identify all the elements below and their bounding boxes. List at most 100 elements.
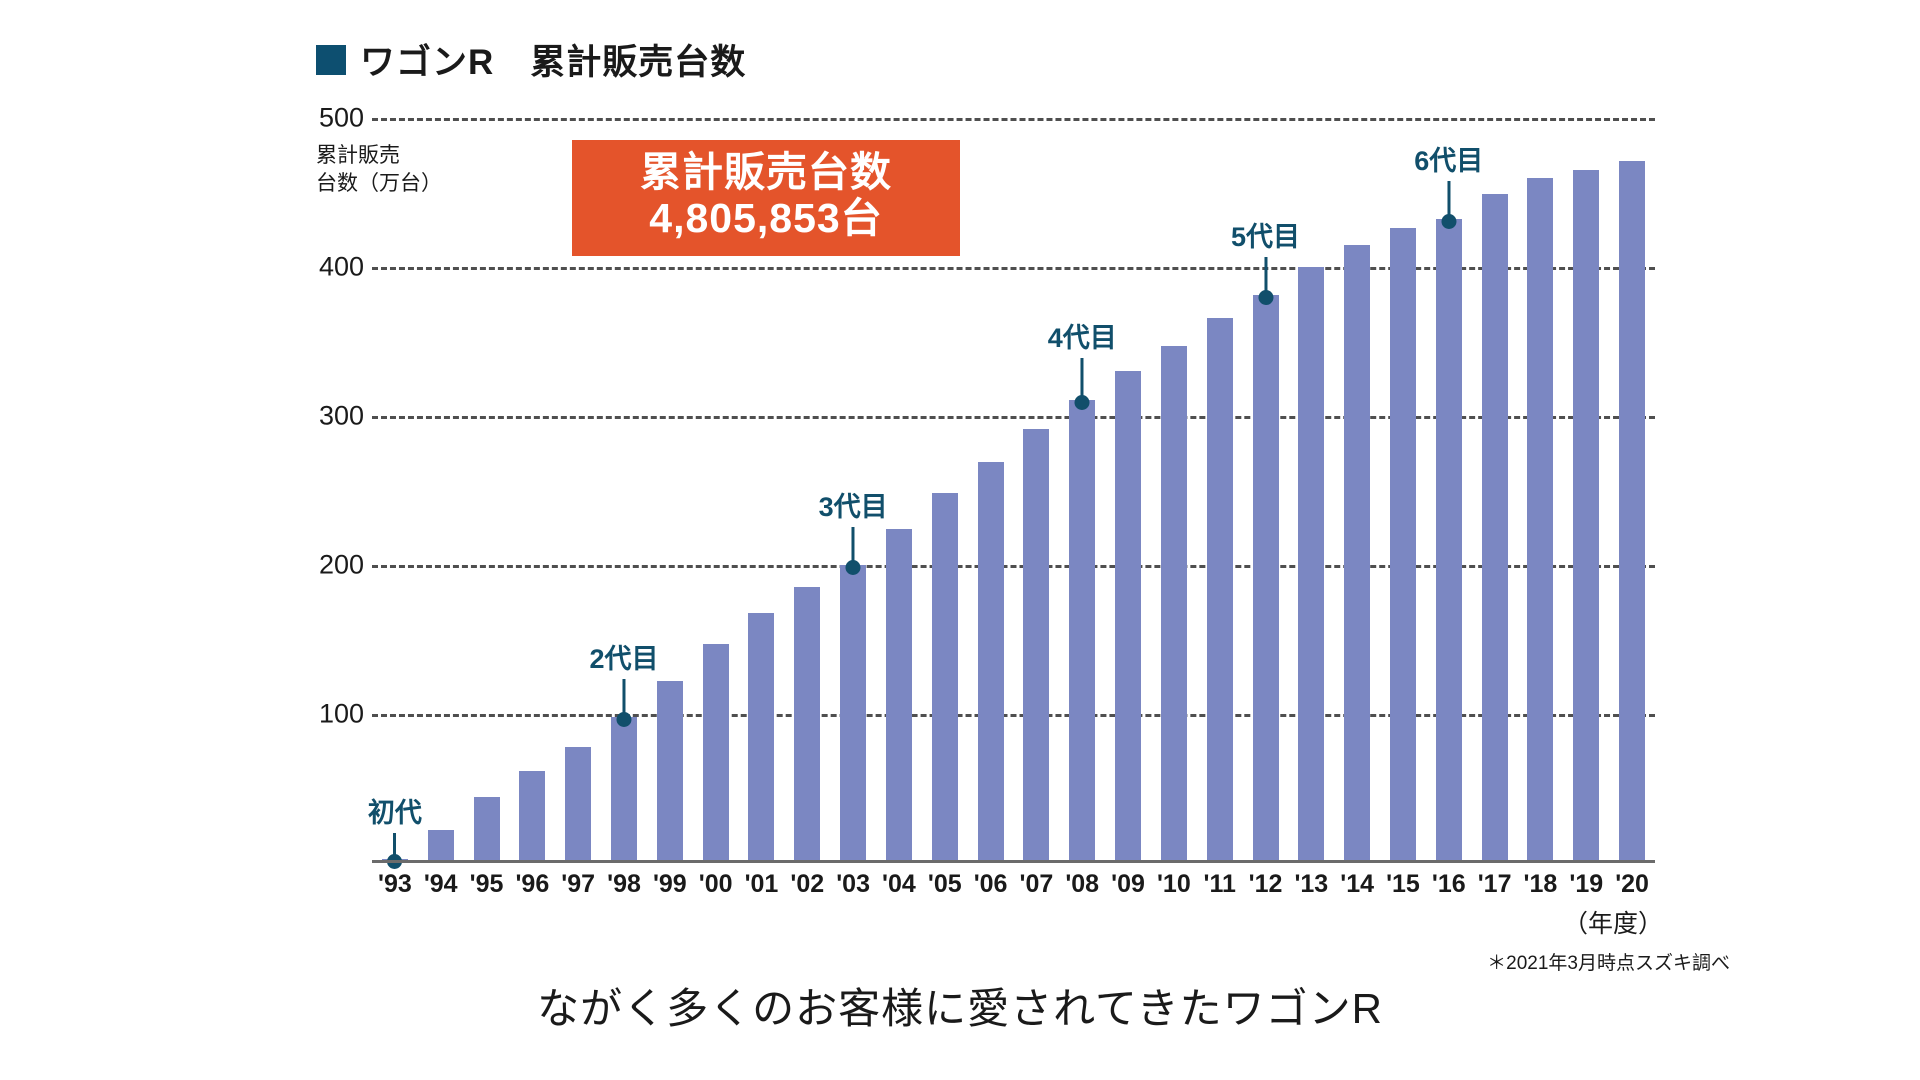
generation-marker-2代目: 2代目: [589, 643, 659, 727]
x-tick-label-fy20: '20: [1615, 870, 1649, 898]
gridline-100: [372, 714, 1655, 717]
bar-fy16[interactable]: [1435, 219, 1462, 863]
callout-heading: 累計販売台数: [640, 149, 892, 195]
generation-dot-icon: [616, 711, 632, 727]
x-tick-label-fy17: '17: [1477, 870, 1512, 898]
bar-fy01[interactable]: [748, 612, 775, 863]
gridline-500: [372, 118, 1655, 121]
bar-fy12[interactable]: [1252, 295, 1279, 863]
y-tick-label-400: 400: [318, 251, 364, 282]
x-tick-label-fy96: '96: [515, 870, 550, 898]
generation-marker-3代目: 3代目: [819, 494, 888, 575]
bar-fy96[interactable]: [519, 770, 546, 863]
generation-marker-4代目: 4代目: [1047, 322, 1117, 410]
generation-marker-初代: 初代: [367, 797, 422, 869]
generation-leader-line: [622, 678, 626, 713]
generation-label: 2代目: [589, 643, 659, 674]
generation-label: 5代目: [1231, 222, 1301, 253]
x-tick-label-fy10: '10: [1156, 870, 1191, 898]
y-axis-title: 累計販売 台数（万台）: [316, 142, 442, 197]
bar-fy15[interactable]: [1389, 228, 1416, 863]
plot-area: 100 200 300 400 500 初代 2代目 3代目 4代目 5代目 6代目 '93 '94…: [319, 103, 1663, 939]
x-tick-label-fy08: '08: [1065, 870, 1100, 898]
bar-fy06[interactable]: [977, 462, 1004, 863]
generation-label: 3代目: [818, 492, 888, 522]
bar-fy08[interactable]: [1069, 399, 1096, 863]
bar-fy04[interactable]: [885, 529, 912, 863]
y-tick-label-500: 500: [318, 102, 364, 133]
x-tick-label-fy15: '15: [1386, 870, 1420, 898]
bar-fy00[interactable]: [702, 643, 729, 863]
bar-fy95[interactable]: [473, 797, 500, 863]
y-axis-title-line1: 累計販売: [316, 144, 400, 167]
y-axis-title-line2: 台数（万台）: [316, 171, 442, 195]
gridline-300: [372, 416, 1655, 419]
bar-fy97[interactable]: [565, 746, 592, 863]
bar-fy20[interactable]: [1619, 161, 1646, 863]
callout-value: 4,805,853台: [649, 194, 883, 241]
x-tick-label-fy05: '05: [927, 870, 962, 898]
bar-fy11[interactable]: [1206, 317, 1233, 863]
bar-fy03[interactable]: [840, 565, 867, 863]
y-tick-label-100: 100: [318, 698, 364, 729]
x-axis-line: [372, 860, 1655, 863]
x-tick-label-fy97: '97: [561, 870, 596, 898]
generation-label: 6代目: [1414, 146, 1484, 177]
x-tick-label-fy00: '00: [698, 870, 733, 898]
bar-fy18[interactable]: [1527, 177, 1554, 863]
generation-leader-line: [851, 527, 855, 561]
x-tick-label-fy94: '94: [423, 870, 458, 898]
generation-label: 初代: [367, 797, 422, 828]
x-axis-unit-label: （年度）: [1562, 910, 1663, 938]
bar-fy94[interactable]: [427, 830, 454, 863]
x-tick-label-fy11: '11: [1203, 870, 1236, 898]
bar-fy02[interactable]: [794, 587, 821, 863]
x-tick-label-fy16: '16: [1431, 870, 1466, 898]
bar-fy13[interactable]: [1298, 267, 1325, 863]
bar-fy14[interactable]: [1344, 244, 1371, 863]
x-tick-label-fy19: '19: [1569, 870, 1604, 898]
x-tick-label-fy06: '06: [973, 870, 1008, 898]
x-tick-label-fy95: '95: [469, 870, 504, 898]
page-caption: ながく多くのお客様に愛されてきたワゴンR: [537, 985, 1383, 1032]
y-tick-label-200: 200: [318, 549, 364, 580]
generation-dot-icon: [1258, 290, 1274, 306]
x-tick-label-fy98: '98: [607, 870, 641, 898]
gridline-200: [372, 565, 1655, 568]
x-tick-label-fy09: '09: [1111, 870, 1145, 898]
bar-fy98[interactable]: [611, 716, 638, 863]
footnote: ＊2021年3月時点スズキ調べ: [1487, 953, 1730, 974]
generation-leader-line: [1264, 257, 1268, 292]
x-tick-label-fy18: '18: [1523, 870, 1558, 898]
bar-fy05[interactable]: [931, 493, 958, 863]
chart-title: ワゴンR 累計販売台数: [316, 34, 746, 85]
chart-title-label: ワゴンR 累計販売台数: [360, 43, 747, 82]
generation-leader-line: [1447, 181, 1451, 216]
x-tick-label-fy02: '02: [790, 870, 825, 898]
bar-fy10[interactable]: [1160, 345, 1187, 863]
cumulative-sales-callout: 累計販売台数 4,805,853台: [572, 140, 960, 256]
x-tick-label-fy14: '14: [1340, 870, 1375, 898]
y-tick-label-300: 300: [318, 400, 364, 431]
x-tick-label-fy13: '13: [1294, 870, 1329, 898]
bar-fy09[interactable]: [1115, 371, 1142, 863]
x-tick-label-fy12: '12: [1248, 870, 1283, 898]
x-tick-label-fy99: '99: [652, 870, 687, 898]
x-tick-label-fy04: '04: [882, 870, 916, 898]
x-tick-label-fy03: '03: [836, 870, 871, 898]
bar-fy07[interactable]: [1023, 429, 1050, 863]
generation-label: 4代目: [1047, 322, 1117, 353]
generation-marker-5代目: 5代目: [1231, 222, 1301, 306]
bar-fy19[interactable]: [1573, 170, 1600, 863]
legend-swatch-icon: [316, 44, 346, 75]
generation-dot-icon: [845, 560, 861, 575]
generation-dot-icon: [1441, 214, 1457, 230]
bar-fy17[interactable]: [1481, 194, 1508, 863]
x-tick-label-fy93: '93: [378, 870, 412, 898]
gridline-400: [372, 267, 1655, 270]
generation-dot-icon: [1074, 394, 1090, 410]
bar-fy99[interactable]: [656, 681, 683, 863]
generation-marker-6代目: 6代目: [1414, 146, 1484, 230]
generation-leader-line: [393, 832, 397, 855]
